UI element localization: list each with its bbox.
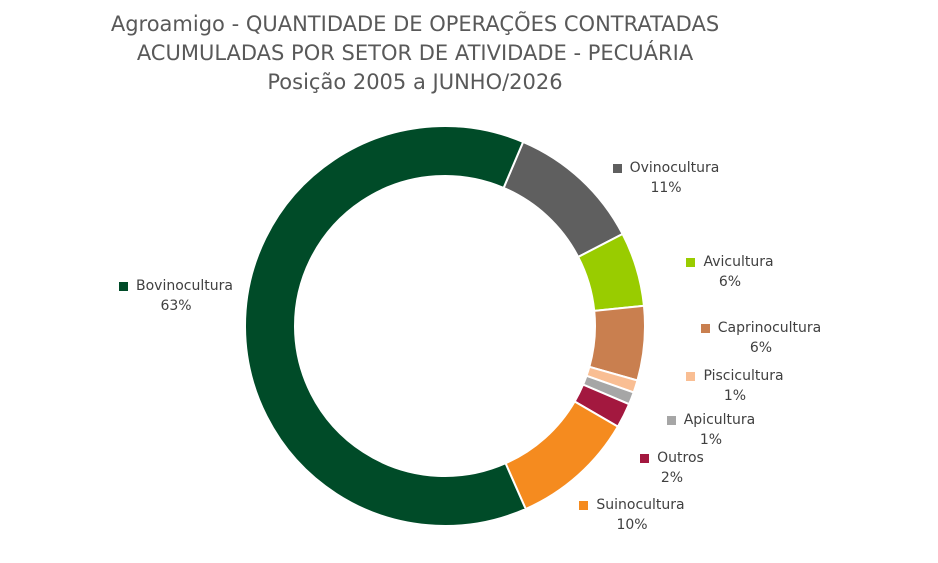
category-label-suinocultura: Suinocultura xyxy=(596,497,685,513)
value-label-avicultura: 6% xyxy=(718,274,742,290)
value-label-apicultura: 1% xyxy=(699,432,723,448)
category-label-avicultura: Avicultura xyxy=(703,254,774,270)
data-label-suinocultura: Suinocultura 10% xyxy=(542,495,722,535)
value-label-piscicultura: 1% xyxy=(723,388,747,404)
value-label-ovinocultura: 11% xyxy=(650,180,682,196)
legend-swatch-caprinocultura xyxy=(700,323,710,333)
chart-title-line-3: Posição 2005 a JUNHO/2026 xyxy=(267,70,563,94)
category-label-bovinocultura: Bovinocultura xyxy=(136,278,233,294)
legend-swatch-apicultura xyxy=(666,415,676,425)
data-label-piscicultura: Piscicultura 1% xyxy=(645,366,825,406)
data-label-apicultura: Apicultura 1% xyxy=(621,410,801,450)
chart-title-line-2: ACUMULADAS POR SETOR DE ATIVIDADE - PECU… xyxy=(136,41,694,65)
value-label-bovinocultura: 63% xyxy=(160,298,192,314)
legend-swatch-piscicultura xyxy=(686,371,696,381)
legend-swatch-avicultura xyxy=(686,257,696,267)
legend-swatch-suinocultura xyxy=(579,500,589,510)
category-label-caprinocultura: Caprinocultura xyxy=(717,320,822,336)
data-label-bovinocultura: Bovinocultura 63% xyxy=(86,276,266,316)
category-label-piscicultura: Piscicultura xyxy=(703,368,784,384)
data-label-ovinocultura: Ovinocultura 11% xyxy=(576,158,756,198)
value-label-outros: 2% xyxy=(660,470,684,486)
value-label-suinocultura: 10% xyxy=(616,517,648,533)
legend-swatch-ovinocultura xyxy=(612,163,622,173)
legend-swatch-bovinocultura xyxy=(119,281,129,291)
legend-swatch-outros xyxy=(640,453,650,463)
value-label-caprinocultura: 6% xyxy=(749,340,773,356)
chart-title-line-1: Agroamigo - QUANTIDADE DE OPERAÇÕES CONT… xyxy=(110,12,720,36)
slice-bovinocultura xyxy=(244,125,528,527)
data-label-caprinocultura: Caprinocultura 6% xyxy=(671,318,851,358)
category-label-ovinocultura: Ovinocultura xyxy=(629,160,720,176)
category-label-apicultura: Apicultura xyxy=(683,412,756,428)
data-label-avicultura: Avicultura 6% xyxy=(640,252,820,292)
chart-title: Agroamigo - QUANTIDADE DE OPERAÇÕES CONT… xyxy=(40,10,790,97)
category-label-outros: Outros xyxy=(657,450,704,466)
data-label-outros: Outros 2% xyxy=(582,448,762,488)
